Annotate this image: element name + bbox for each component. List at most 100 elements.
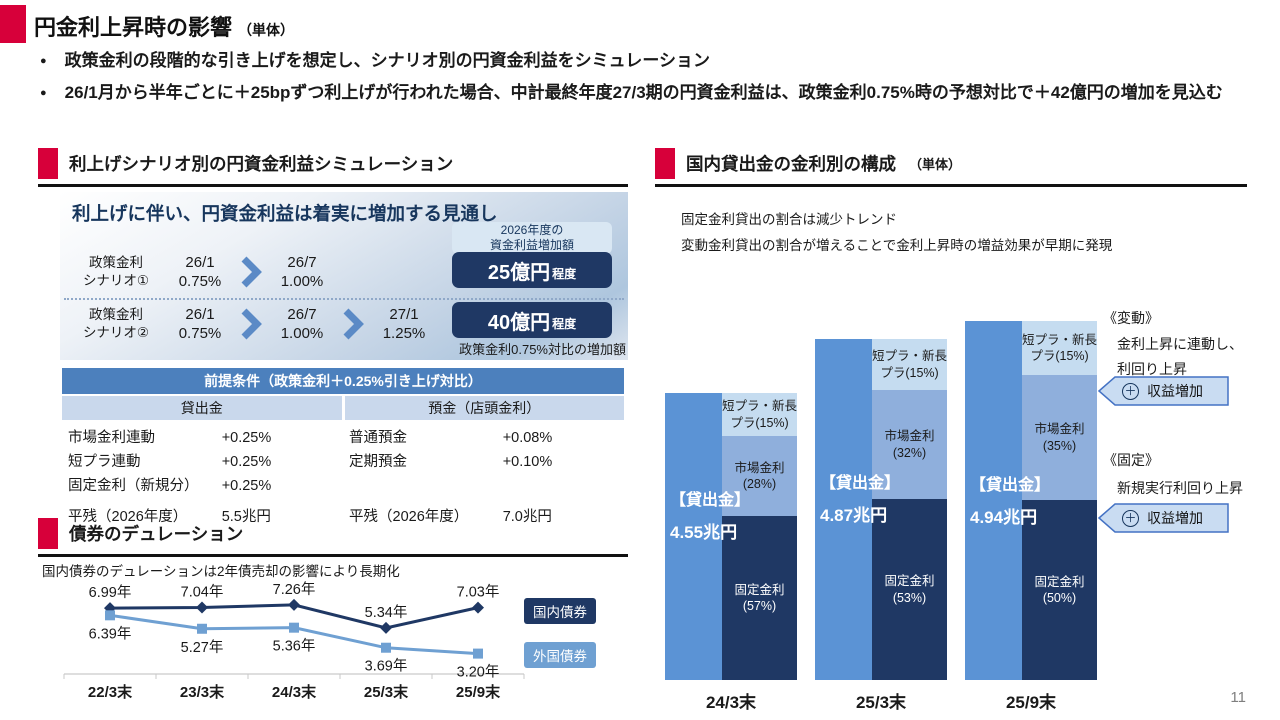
red-accent-bar xyxy=(0,5,26,43)
loan-composition-section-suffix: （単体） xyxy=(909,157,962,172)
duration-section-title: 債券のデュレーション xyxy=(69,524,244,544)
red-accent-bar xyxy=(38,518,58,549)
loan-breakdown-column: 短プラ・新長プラ(15%) 市場金利 (28%) 固定金利 (57%) xyxy=(722,393,797,680)
chevron-right-icon xyxy=(241,256,262,288)
data-point-value-label: 3.20年 xyxy=(457,664,500,681)
loan-bar-25/3末: 短プラ・新長プラ(15%) 市場金利 (32%) 固定金利 (53%) 【貸出金】 4.… xyxy=(815,339,947,712)
deposits-column-header: 預金（店頭金利） xyxy=(341,396,625,420)
duration-section: 債券のデュレーション 国内債券のデュレーションは2年債売却の影響により長期化 2… xyxy=(38,518,628,713)
loan-total-label: 【貸出金】 4.87兆円 xyxy=(820,469,900,526)
bar-segment-短プラ・新長プラ: 短プラ・新長プラ(15%) xyxy=(872,339,947,391)
assumptions-table: 前提条件（政策金利＋0.25%引き上げ対比） 貸出金 預金（店頭金利） 市場金利… xyxy=(62,368,624,529)
bar-category-label: 25/9末 xyxy=(1005,693,1057,712)
duration-subtitle: 国内債券のデュレーションは2年債売却の影響により長期化 xyxy=(42,564,400,579)
data-point-value-label: 3.69年 xyxy=(365,658,408,675)
loan-breakdown-column: 短プラ・新長プラ(15%) 市場金利 (32%) 固定金利 (53%) xyxy=(872,339,947,680)
loan-total-label: 【貸出金】 4.94兆円 xyxy=(970,471,1050,528)
scenario-2-result-badge: 40億円 程度 xyxy=(452,302,612,338)
loans-column-header: 貸出金 xyxy=(180,400,223,416)
loan-total-caption: 【貸出金】 xyxy=(820,475,901,493)
table-row: 平残（2026年度） 5.5兆円 xyxy=(68,509,271,525)
loans-column: 市場金利連動 +0.25% 短プラ連動 +0.25% 固定金利（新規分） +0.… xyxy=(62,420,343,529)
loan-total-caption: 【貸出金】 xyxy=(670,492,751,510)
bar-segment-短プラ・新長プラ: 短プラ・新長プラ(15%) xyxy=(722,393,797,437)
annotation-fixed-line1: 新規実行利回り上昇 xyxy=(1117,480,1243,496)
page-number: 11 xyxy=(1230,689,1246,706)
assumptions-table-subheader: 貸出金 預金（店頭金利） xyxy=(62,396,624,420)
plus-circle-icon: ＋ xyxy=(1122,382,1139,400)
table-row: 平残（2026年度） 7.0兆円 xyxy=(349,509,552,525)
legend-domestic-bonds: 国内債券 xyxy=(524,598,596,624)
x-tick-label: 24/3末 xyxy=(272,683,317,701)
annotation-variable-tag: 《変動》 xyxy=(1103,310,1159,326)
loan-total-column xyxy=(665,393,722,680)
simulation-section-header: 利上げシナリオ別の円資金利益シミュレーション xyxy=(38,148,628,187)
bar-segment-固定金利: 固定金利 (57%) xyxy=(722,516,797,680)
result-note: 政策金利0.75%対比の増加額 xyxy=(459,342,626,357)
simulation-section: 利上げシナリオ別の円資金利益シミュレーション 利上げに伴い、円資金利益は着実に増… xyxy=(38,148,628,525)
result-label-line1: 2026年度の xyxy=(500,223,564,237)
red-accent-bar xyxy=(655,148,675,179)
annotation-variable-line2: 利回り上昇 xyxy=(1117,361,1187,377)
data-point xyxy=(105,610,115,621)
scenario-1-step-1: 26/1 0.75% xyxy=(178,253,222,291)
data-point xyxy=(381,642,391,653)
loan-composition-section-title: 国内貸出金の金利別の構成 xyxy=(686,154,896,174)
loan-total-label: 【貸出金】 4.55兆円 xyxy=(670,486,750,543)
annotation-fixed-tag: 《固定》 xyxy=(1103,452,1159,468)
page-title-suffix: （単体） xyxy=(238,22,295,38)
table-row: 市場金利連動 +0.25% xyxy=(68,430,272,446)
bar-segment-市場金利: 市場金利 (28%) xyxy=(722,436,797,517)
bullet-dot-icon: ● xyxy=(40,55,47,67)
scenario-row-2: 政策金利 シナリオ② 26/1 0.75% 26/7 1.00% 27/1 1.… xyxy=(70,302,442,346)
scenario-2-step-1: 26/1 0.75% xyxy=(178,305,222,343)
loan-total-value: 4.87兆円 xyxy=(820,506,888,526)
page-title-text: 円金利上昇時の影響 xyxy=(34,15,233,40)
legend-foreign-bonds: 外国債券 xyxy=(524,642,596,668)
bullet-text: 26/1月から半年ごとに＋25bpずつ利上げが行われた場合、中計最終年度27/3… xyxy=(64,83,1223,102)
table-row: 固定金利（新規分） +0.25% xyxy=(68,478,272,494)
data-point-value-label: 7.26年 xyxy=(273,581,316,598)
bar-segment-固定金利: 固定金利 (50%) xyxy=(1022,500,1097,680)
assumptions-table-body: 市場金利連動 +0.25% 短プラ連動 +0.25% 固定金利（新規分） +0.… xyxy=(62,420,624,529)
scenario-divider xyxy=(64,298,624,300)
bar-segment-市場金利: 市場金利 (32%) xyxy=(872,390,947,500)
data-point-value-label: 5.27年 xyxy=(181,639,224,656)
result-label-box: 2026年度の 資金利益増加額 xyxy=(452,222,612,254)
table-row: 定期預金 +0.10% xyxy=(349,454,553,470)
scenario-2-step-2: 26/7 1.00% xyxy=(280,305,324,343)
loan-total-column xyxy=(965,321,1022,680)
x-tick-label: 25/3末 xyxy=(364,683,409,701)
scenario-panel: 利上げに伴い、円資金利益は着実に増加する見通し 2026年度の 資金利益増加額 … xyxy=(60,192,628,360)
deposits-column: 普通預金 +0.08% 定期預金 +0.10% 平残（2026年度） 7.0兆円 xyxy=(343,420,624,529)
assumptions-table-header: 前提条件（政策金利＋0.25%引き上げ対比） xyxy=(62,368,624,396)
bar-segment-短プラ・新長プラ: 短プラ・新長プラ(15%) xyxy=(1022,321,1097,375)
scenario-1-step-2: 26/7 1.00% xyxy=(280,253,324,291)
chevron-right-icon xyxy=(343,308,364,340)
scenario-1-result-badge: 25億円 程度 xyxy=(452,252,612,288)
loan-composition-section-header: 国内貸出金の金利別の構成 （単体） xyxy=(655,148,1247,187)
profit-increase-callout-fixed: ＋ 収益増加 xyxy=(1098,503,1230,533)
bullet-text: 政策金利の段階的な引き上げを想定し、シナリオ別の円資金利益をシミュレーション xyxy=(64,51,710,70)
loan-total-value: 4.94兆円 xyxy=(970,507,1038,527)
bullet-item: ● 26/1月から半年ごとに＋25bpずつ利上げが行われた場合、中計最終年度27… xyxy=(40,82,1240,105)
table-row: 普通預金 +0.08% xyxy=(349,430,553,446)
profit-increase-label: 収益増加 xyxy=(1147,510,1203,526)
loan-bar-25/9末: 短プラ・新長プラ(15%) 市場金利 (35%) 固定金利 (50%) 【貸出金】 4.… xyxy=(965,321,1097,712)
chevron-right-icon xyxy=(241,308,262,340)
loan-total-value: 4.55兆円 xyxy=(670,523,738,543)
bond-duration-chart: 22/3末 23/3末 24/3末 25/3末 25/9末 6.99年 7.04年 7.26年… xyxy=(63,581,525,701)
data-point-value-label: 6.39年 xyxy=(89,625,132,642)
data-point xyxy=(472,601,484,614)
result-label-line2: 資金利益増加額 xyxy=(489,238,574,252)
data-point-value-label: 5.36年 xyxy=(273,638,316,655)
bullet-item: ● 政策金利の段階的な引き上げを想定し、シナリオ別の円資金利益をシミュレーション xyxy=(40,50,1240,73)
composition-description-1: 固定金利貸出の割合は減少トレンド xyxy=(681,212,897,227)
bar-category-label: 25/3末 xyxy=(855,693,907,712)
scenario-2-name: 政策金利 シナリオ② xyxy=(82,307,150,340)
summary-bullets: ● 政策金利の段階的な引き上げを想定し、シナリオ別の円資金利益をシミュレーション… xyxy=(40,50,1240,114)
data-point-value-label: 7.04年 xyxy=(181,584,224,601)
loan-composition-section: 国内貸出金の金利別の構成 （単体） 固定金利貸出の割合は減少トレンド 変動金利貸… xyxy=(655,148,1247,713)
x-tick-label: 23/3末 xyxy=(180,683,225,701)
annotation-variable-line1: 金利上昇に連動し、 xyxy=(1117,336,1243,352)
